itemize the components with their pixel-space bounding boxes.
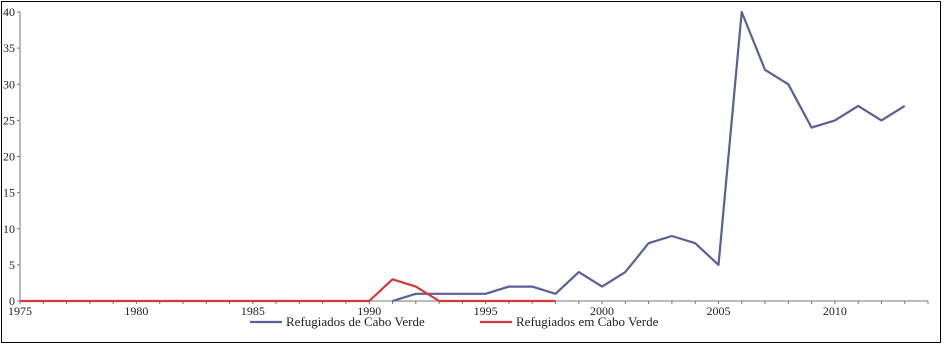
x-tick-label: 1990: [357, 304, 381, 318]
series-line-1: [392, 10, 906, 303]
series-layer: [19, 10, 906, 303]
x-tick-label: 2000: [590, 304, 614, 318]
y-tick-label: 30: [3, 77, 15, 91]
series-line-2: [20, 278, 556, 303]
x-tick-label: 1985: [241, 304, 265, 318]
y-tick-label: 10: [3, 222, 15, 236]
axes: 0 5 10 15 20 25 30 35 40 1975 1980 1985 1990 1995 2000…: [3, 5, 929, 318]
y-tick-label: 25: [3, 113, 15, 127]
x-tick-label: 1975: [8, 304, 32, 318]
x-tick-label: 1995: [474, 304, 498, 318]
x-tick-label: 2005: [706, 304, 730, 318]
x-tick-label: 2010: [823, 304, 847, 318]
y-tick-label: 5: [9, 258, 15, 272]
x-tick-label: 1980: [124, 304, 148, 318]
y-tick-label: 20: [3, 150, 15, 164]
y-tick-label: 40: [3, 5, 15, 19]
legend: Refugiados de Cabo Verde Refugiados em Ca…: [250, 314, 659, 329]
legend-label: Refugiados de Cabo Verde: [286, 314, 425, 329]
legend-label: Refugiados em Cabo Verde: [516, 314, 659, 329]
y-tick-label: 15: [3, 186, 15, 200]
y-tick-label: 35: [3, 41, 15, 55]
y-tick-label: 0: [9, 294, 15, 308]
